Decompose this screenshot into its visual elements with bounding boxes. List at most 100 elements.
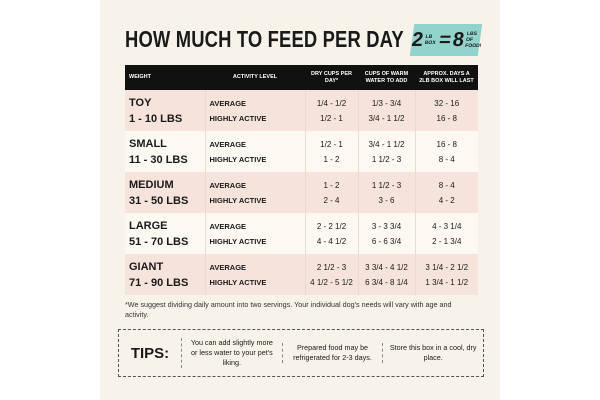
water-cell: 3 3/4 - 4 1/2 6 3/4 - 8 1/4 <box>357 254 415 295</box>
days-value: 4 - 3 1/4 <box>432 221 462 231</box>
activity-value: AVERAGE <box>209 180 247 190</box>
water-cell: 1/3 - 3/4 3/4 - 1 1/2 <box>357 90 415 131</box>
feeding-table: WEIGHT ACTIVITY LEVEL DRY CUPS PER DAY* CUP… <box>125 65 478 295</box>
header-row: WEIGHT ACTIVITY LEVEL DRY CUPS PER DAY* CUP… <box>125 65 478 90</box>
table-row: MEDIUM 31 - 50 LBS AVERAGE HIGHLY ACTIVE 1 -… <box>125 172 478 213</box>
dry-cell: 1 - 2 2 - 4 <box>304 172 358 213</box>
dry-value: 1/2 - 1 <box>320 139 343 149</box>
weight-range: 51 - 70 LBS <box>129 235 189 248</box>
days-value: 16 - 8 <box>436 139 457 149</box>
tip-item: Store this box in a cool, dry place. <box>382 343 483 363</box>
weight-range: 11 - 30 LBS <box>129 153 188 166</box>
days-cell: 3 1/4 - 2 1/2 1 3/4 - 1 1/2 <box>414 254 478 295</box>
dry-cell: 1/4 - 1/2 1/2 - 1 <box>304 90 358 131</box>
badge-equals: = <box>437 28 453 51</box>
size-name: GIANT <box>129 260 164 273</box>
activity-value: HIGHLY ACTIVE <box>209 154 267 164</box>
dry-value: 2 - 2 1/2 <box>316 221 347 231</box>
days-value: 3 1/4 - 2 1/2 <box>425 262 469 272</box>
water-value: 1 1/2 - 3 <box>371 154 402 164</box>
dry-value: 1 - 2 <box>323 180 340 190</box>
days-cell: 16 - 8 8 - 4 <box>414 131 478 172</box>
activity-value: AVERAGE <box>209 139 247 149</box>
table-row: SMALL 11 - 30 LBS AVERAGE HIGHLY ACTIVE 1/2 … <box>125 131 478 172</box>
badge-unit: LB BOX <box>424 34 436 46</box>
activity-cell: AVERAGE HIGHLY ACTIVE <box>204 90 305 131</box>
weight-cell: SMALL 11 - 30 LBS <box>125 131 205 172</box>
water-value: 1/3 - 3/4 <box>371 98 402 108</box>
days-cell: 4 - 3 1/4 2 - 1 3/4 <box>414 213 478 254</box>
dry-value: 2 - 4 <box>323 195 340 205</box>
size-name: SMALL <box>129 137 167 150</box>
water-value: 1 1/2 - 3 <box>371 180 402 190</box>
activity-cell: AVERAGE HIGHLY ACTIVE <box>204 254 305 295</box>
dry-cell: 2 1/2 - 3 4 1/2 - 5 1/2 <box>304 254 358 295</box>
days-value: 8 - 4 <box>438 154 455 164</box>
days-value: 8 - 4 <box>438 180 455 190</box>
table-row: TOY 1 - 10 LBS AVERAGE HIGHLY ACTIVE 1/4 - 1… <box>125 90 478 131</box>
dry-cell: 1/2 - 1 1 - 2 <box>304 131 358 172</box>
activity-value: HIGHLY ACTIVE <box>209 113 267 123</box>
badge-unit: LBS OF FOOD! <box>464 31 482 49</box>
table-row: GIANT 71 - 90 LBS AVERAGE HIGHLY ACTIVE 2 1/… <box>125 254 478 295</box>
water-value: 6 - 6 3/4 <box>371 236 402 246</box>
activity-value: AVERAGE <box>209 98 247 108</box>
water-value: 3 3/4 - 4 1/2 <box>365 262 408 272</box>
tip-item: Prepared food may be refrigerated for 2-… <box>281 343 383 363</box>
activity-value: HIGHLY ACTIVE <box>209 277 267 287</box>
size-name: TOY <box>129 96 152 109</box>
column-header: APPROX. DAYS A 2LB BOX WILL LAST <box>415 65 478 90</box>
column-header: CUPS OF WARM WATER TO ADD <box>358 65 415 90</box>
dry-value: 1/2 - 1 <box>320 113 343 123</box>
days-value: 32 - 16 <box>434 98 460 108</box>
water-cell: 1 1/2 - 3 3 - 6 <box>357 172 415 213</box>
tips-label: TIPS: <box>130 344 170 362</box>
water-value: 3 - 3 3/4 <box>371 221 402 231</box>
water-value: 3 - 6 <box>378 195 395 205</box>
activity-value: AVERAGE <box>209 262 247 272</box>
tip-item: You can add slightly more or less water … <box>181 338 282 368</box>
water-value: 3/4 - 1 1/2 <box>368 139 405 149</box>
weight-cell: GIANT 71 - 90 LBS <box>125 254 205 295</box>
size-name: MEDIUM <box>129 178 174 191</box>
column-header: ACTIVITY LEVEL <box>205 65 305 90</box>
badge-number: 2 <box>410 28 425 51</box>
activity-cell: AVERAGE HIGHLY ACTIVE <box>204 131 305 172</box>
size-name: LARGE <box>129 219 168 232</box>
dry-cell: 2 - 2 1/2 4 - 4 1/2 <box>304 213 358 254</box>
weight-cell: LARGE 51 - 70 LBS <box>125 213 205 254</box>
activity-value: HIGHLY ACTIVE <box>209 236 267 246</box>
weight-range: 71 - 90 LBS <box>129 276 189 289</box>
days-cell: 8 - 4 4 - 2 <box>414 172 478 213</box>
activity-value: HIGHLY ACTIVE <box>209 195 267 205</box>
table-body: TOY 1 - 10 LBS AVERAGE HIGHLY ACTIVE 1/4 - 1… <box>125 90 478 295</box>
weight-cell: TOY 1 - 10 LBS <box>125 90 205 131</box>
days-value: 16 - 8 <box>436 113 457 123</box>
dry-value: 1/4 - 1/2 <box>316 98 347 108</box>
weight-range: 31 - 50 LBS <box>129 194 189 207</box>
days-value: 2 - 1 3/4 <box>432 236 462 246</box>
days-cell: 32 - 16 16 - 8 <box>414 90 478 131</box>
column-header: DRY CUPS PER DAY* <box>305 65 358 90</box>
title: HOW MUCH TO FEED PER DAY <box>125 26 404 52</box>
dry-value: 4 1/2 - 5 1/2 <box>310 277 353 287</box>
days-value: 4 - 2 <box>438 195 455 205</box>
footnote: *We suggest dividing daily amount into t… <box>125 300 452 319</box>
badge-number: 8 <box>451 28 466 51</box>
water-value: 3/4 - 1 1/2 <box>368 113 405 123</box>
days-value: 1 3/4 - 1 1/2 <box>425 277 469 287</box>
activity-cell: AVERAGE HIGHLY ACTIVE <box>204 172 305 213</box>
dry-value: 4 - 4 1/2 <box>316 236 347 246</box>
table-row: LARGE 51 - 70 LBS AVERAGE HIGHLY ACTIVE 2 - … <box>125 213 478 254</box>
dry-value: 1 - 2 <box>323 154 340 164</box>
badge: 2 LB BOX = 8 LBS OF FOOD! <box>409 24 483 56</box>
activity-cell: AVERAGE HIGHLY ACTIVE <box>204 213 305 254</box>
dry-value: 2 1/2 - 3 <box>316 262 347 272</box>
tips-box: TIPS: You can add slightly more or less … <box>118 329 484 377</box>
water-value: 6 3/4 - 8 1/4 <box>365 277 408 287</box>
column-header: WEIGHT <box>125 65 205 90</box>
weight-cell: MEDIUM 31 - 50 LBS <box>125 172 205 213</box>
weight-range: 1 - 10 LBS <box>129 112 183 125</box>
water-cell: 3 - 3 3/4 6 - 6 3/4 <box>357 213 415 254</box>
